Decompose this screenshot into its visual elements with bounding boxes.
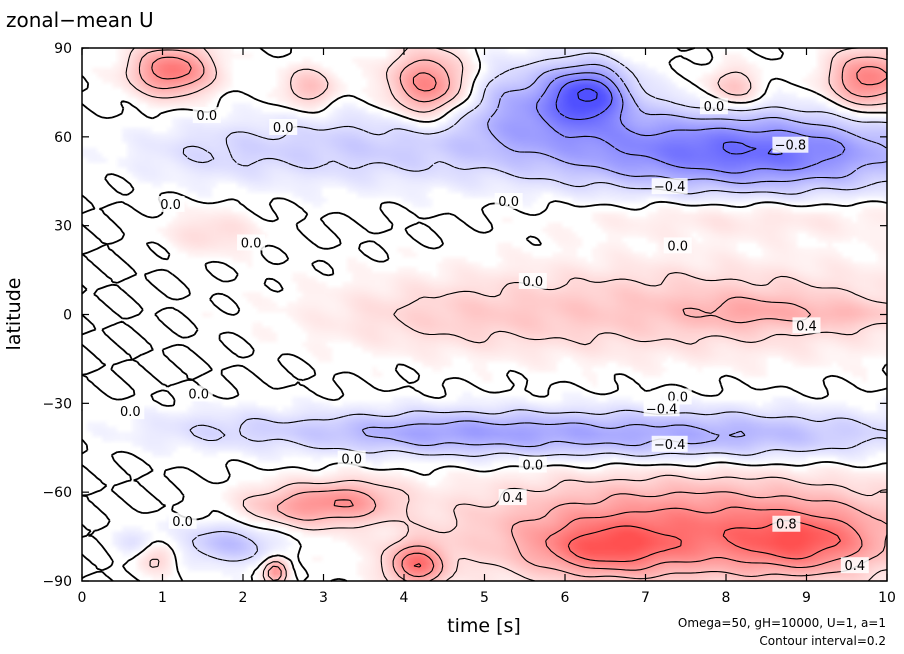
contour-label-bg — [663, 237, 692, 254]
contour-label-bg — [184, 385, 213, 402]
contour-label-bg — [651, 178, 688, 195]
y-tick-label: 0 — [63, 308, 72, 324]
negative-contour — [577, 88, 598, 102]
x-tick-label: 0 — [78, 590, 87, 606]
contour-label-bg — [792, 317, 821, 334]
parameters-annotation: Omega=50, gH=10000, U=1, a=1 — [678, 616, 886, 630]
positive-contour — [151, 56, 888, 578]
contour-label: 0.0 — [522, 275, 543, 290]
contour-label: 0.0 — [273, 121, 294, 136]
contour-label: 0.0 — [498, 195, 519, 210]
contour-label-bg — [651, 435, 688, 452]
x-tick-label: 9 — [802, 590, 811, 606]
contour-label: 0.0 — [160, 198, 181, 213]
x-tick-label: 4 — [400, 590, 409, 606]
chart-title: zonal−mean U — [6, 8, 154, 32]
contour-label-bg — [192, 107, 221, 124]
contour-label-bg — [168, 512, 197, 529]
x-tick-label: 10 — [878, 590, 896, 606]
y-axis-label: latitude — [3, 278, 25, 351]
contour-label: 0.0 — [667, 239, 688, 254]
contour-label-bg — [643, 400, 680, 417]
negative-contour — [555, 79, 783, 156]
contour-label: −0.4 — [654, 438, 686, 453]
contour-label-bg — [840, 557, 869, 574]
contour-label-bg — [498, 489, 527, 506]
x-tick-label: 8 — [722, 590, 731, 606]
contour-label-bg — [518, 272, 547, 289]
contour-label: 0.0 — [341, 453, 362, 468]
contour-label-bg — [518, 456, 547, 473]
y-tick-label: 30 — [54, 219, 72, 235]
x-axis-ticks: 0 1 2 3 4 5 6 7 8 9 10 — [78, 48, 896, 606]
contour-label-bg — [337, 450, 366, 467]
contour-label-bg — [116, 403, 145, 420]
x-tick-label: 1 — [158, 590, 167, 606]
x-tick-label: 5 — [480, 590, 489, 606]
contour-label-bg — [772, 136, 809, 153]
contour-label: 0.4 — [796, 319, 817, 334]
contour-label: 0.0 — [241, 236, 262, 251]
contour-label: 0.8 — [776, 518, 797, 533]
x-tick-label: 2 — [239, 590, 248, 606]
y-tick-label: 60 — [54, 130, 72, 146]
contour-label: 0.4 — [844, 559, 865, 574]
contour-label-bg — [494, 192, 523, 209]
contour-label-bg — [156, 195, 185, 212]
positive-contour — [125, 47, 888, 582]
positive-contour — [138, 49, 888, 582]
y-tick-label: −60 — [42, 485, 72, 501]
y-tick-label: −30 — [42, 396, 72, 412]
plot-area: 0.0 0.0 0.0 −0.8 −0.4 0.0 0.0 0.0 0.0 0.0 0.4 0.0 0.… — [81, 47, 888, 582]
x-tick-label: 7 — [641, 590, 650, 606]
contour-label: 0.0 — [120, 405, 141, 420]
x-tick-label: 6 — [561, 590, 570, 606]
contour-label-bg — [237, 234, 266, 251]
contour-labels: 0.0 0.0 0.0 −0.8 −0.4 0.0 0.0 0.0 0.0 0.0 0.4 0.0 0.… — [116, 98, 869, 574]
contour-label: 0.0 — [172, 515, 193, 530]
y-axis-ticks: 90 60 30 0 −30 −60 −90 — [42, 41, 887, 590]
contour-label-bg — [269, 118, 298, 135]
contour-label: −0.4 — [646, 402, 678, 417]
y-tick-label: 90 — [54, 41, 72, 57]
y-tick-label: −90 — [42, 574, 72, 590]
contour-interval-annotation: Contour interval=0.2 — [759, 634, 886, 648]
contour-label-bg — [699, 98, 728, 115]
x-axis-label: time [s] — [447, 615, 521, 637]
contour-label: 0.4 — [502, 491, 523, 506]
contour-label: −0.8 — [775, 139, 807, 154]
contour-label: 0.0 — [522, 459, 543, 474]
contour-label: 0.0 — [188, 387, 209, 402]
negative-contour — [535, 72, 846, 174]
contour-label-bg — [772, 515, 801, 532]
contour-label: −0.4 — [654, 180, 686, 195]
contour-label: 0.0 — [196, 109, 217, 124]
contour-label: 0.0 — [704, 100, 725, 115]
heatmap-field — [82, 48, 887, 581]
x-tick-label: 3 — [319, 590, 328, 606]
